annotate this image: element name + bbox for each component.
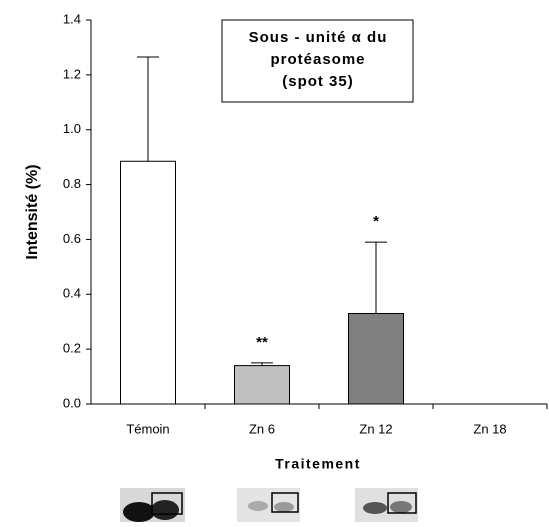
- chart-title: protéasome: [270, 51, 365, 68]
- y-tick-label: 1.4: [63, 11, 81, 26]
- y-tick-label: 0.2: [63, 341, 81, 356]
- gel-spot: [363, 502, 387, 514]
- gel-box: [387, 492, 417, 514]
- bar: [234, 365, 290, 405]
- gel-spot: [248, 501, 268, 511]
- x-tick-label: Témoin: [126, 421, 169, 436]
- y-tick-label: 0.0: [63, 395, 81, 410]
- gel-box: [151, 492, 183, 515]
- chart-title: Sous - unité α du: [249, 29, 388, 46]
- title-box: [221, 19, 414, 103]
- y-tick-label: 0.6: [63, 231, 81, 246]
- y-tick-label: 1.2: [63, 66, 81, 81]
- x-tick-label: Zn 12: [359, 421, 392, 436]
- significance-label: **: [256, 334, 268, 351]
- y-axis-label: Intensité (%): [24, 164, 41, 259]
- y-tick-label: 0.4: [63, 286, 81, 301]
- bar: [348, 312, 404, 405]
- gel-spot: [390, 501, 412, 513]
- chart-title: (spot 35): [282, 73, 354, 90]
- x-tick-label: Zn 18: [473, 421, 506, 436]
- bar: [120, 160, 176, 405]
- y-tick-label: 0.8: [63, 176, 81, 191]
- gel-images: [120, 488, 418, 522]
- y-tick-label: 1.0: [63, 121, 81, 136]
- gel-spot: [123, 502, 155, 522]
- x-axis-label: Traitement: [275, 456, 361, 472]
- gel-spot: [274, 502, 294, 512]
- x-tick-label: Zn 6: [249, 421, 275, 436]
- gel-spot: [151, 500, 179, 520]
- significance-label: *: [373, 213, 379, 230]
- gel-box: [271, 492, 299, 513]
